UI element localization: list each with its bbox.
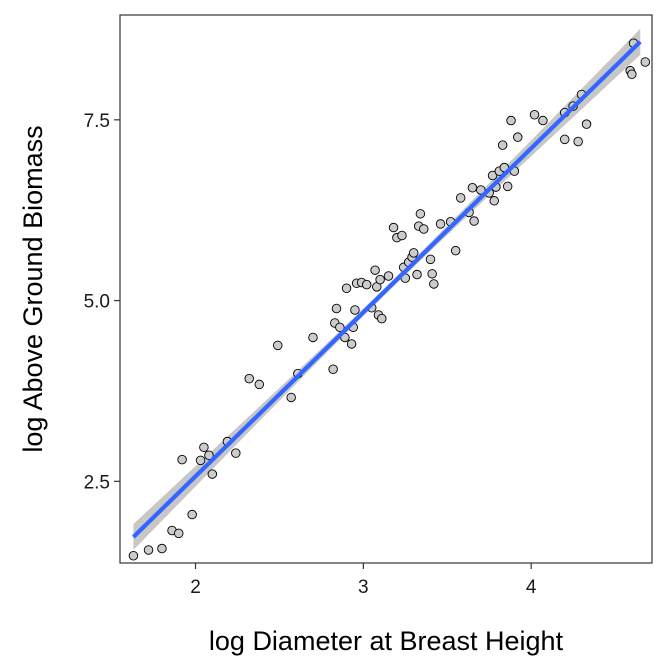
data-point bbox=[328, 364, 338, 374]
fit-line bbox=[131, 40, 642, 539]
data-point bbox=[455, 193, 466, 203]
data-point bbox=[489, 196, 499, 206]
data-point bbox=[143, 545, 154, 555]
data-point bbox=[419, 224, 429, 234]
data-point bbox=[435, 219, 446, 229]
data-point bbox=[273, 340, 283, 351]
data-point bbox=[286, 392, 296, 403]
data-point bbox=[244, 373, 254, 384]
data-point bbox=[427, 269, 437, 279]
data-point bbox=[529, 110, 540, 120]
x-tick-label: 3 bbox=[358, 577, 369, 598]
data-point bbox=[467, 183, 478, 193]
data-point bbox=[429, 279, 439, 289]
data-point bbox=[415, 209, 426, 219]
y-tick-label: 2.5 bbox=[84, 472, 110, 493]
data-point bbox=[497, 140, 508, 150]
data-point bbox=[361, 279, 372, 290]
data-point bbox=[199, 442, 209, 453]
y-tick-label: 5.0 bbox=[84, 292, 110, 313]
data-point bbox=[204, 450, 214, 461]
data-point bbox=[573, 136, 583, 147]
data-point bbox=[331, 303, 342, 314]
data-point bbox=[640, 57, 651, 67]
data-point bbox=[254, 379, 265, 390]
data-point bbox=[559, 134, 570, 145]
x-tick-label: 4 bbox=[526, 577, 537, 598]
data-point bbox=[187, 509, 197, 520]
data-point bbox=[195, 455, 206, 466]
data-point bbox=[157, 543, 167, 554]
data-point bbox=[408, 248, 419, 258]
data-point bbox=[502, 181, 513, 192]
data-point bbox=[173, 528, 184, 539]
plot-panel bbox=[119, 14, 653, 564]
data-point bbox=[231, 448, 241, 458]
data-point bbox=[375, 274, 385, 285]
data-point bbox=[388, 222, 399, 233]
data-point bbox=[581, 119, 592, 129]
data-point bbox=[341, 283, 352, 294]
data-point bbox=[335, 322, 345, 333]
data-point bbox=[397, 230, 407, 241]
data-point bbox=[627, 69, 637, 80]
data-point bbox=[469, 216, 479, 226]
data-point bbox=[412, 269, 422, 280]
data-point bbox=[350, 305, 360, 315]
data-point bbox=[346, 339, 357, 349]
plot-border bbox=[119, 14, 653, 564]
data-point bbox=[425, 254, 436, 265]
y-tick-label: 7.5 bbox=[84, 111, 110, 132]
data-point bbox=[207, 469, 218, 479]
data-point bbox=[506, 115, 516, 126]
data-point bbox=[128, 551, 139, 561]
x-axis: 2 3 4 bbox=[190, 563, 537, 598]
y-axis: 2.5 5.0 7.5 bbox=[84, 111, 120, 493]
x-tick-label: 2 bbox=[190, 577, 201, 598]
data-point bbox=[370, 265, 380, 275]
x-axis-title: log Diameter at Breast Height bbox=[209, 626, 564, 656]
data-point bbox=[512, 132, 523, 142]
data-point bbox=[177, 454, 187, 465]
data-point bbox=[487, 170, 498, 181]
data-points bbox=[128, 38, 651, 561]
y-axis-title: log Above Ground Biomass bbox=[18, 125, 48, 452]
data-point bbox=[450, 245, 461, 256]
data-point bbox=[377, 313, 387, 324]
data-point bbox=[476, 185, 486, 195]
data-point bbox=[383, 271, 394, 281]
data-point bbox=[308, 332, 318, 343]
data-point bbox=[538, 115, 548, 126]
regression-line bbox=[131, 40, 642, 539]
